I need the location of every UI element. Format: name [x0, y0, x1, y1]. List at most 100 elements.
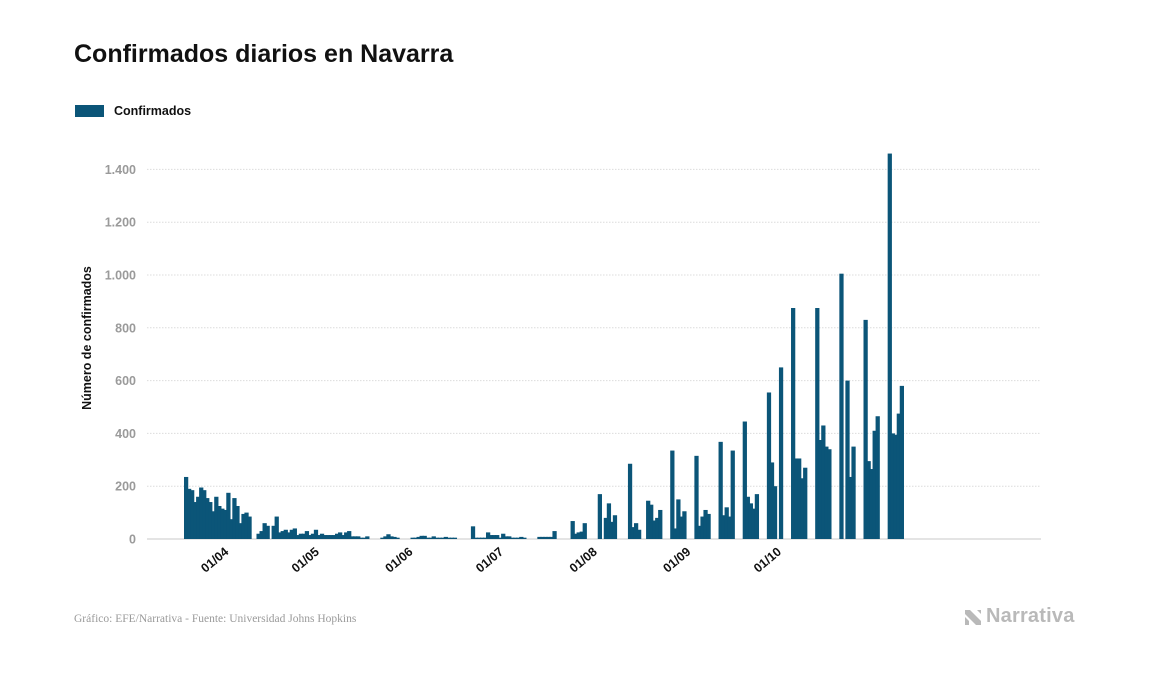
bar [316, 535, 322, 539]
bar [383, 536, 388, 539]
bar [609, 521, 615, 539]
y-tick-label: 1.400 [105, 163, 136, 177]
grid-lines [147, 168, 1041, 540]
bar [606, 503, 612, 539]
bar [543, 536, 548, 539]
bar [301, 533, 307, 539]
bar [229, 519, 234, 539]
bar [821, 425, 826, 539]
bar [380, 537, 385, 539]
legend-swatch [75, 105, 104, 117]
bar [649, 504, 654, 539]
bar [670, 450, 675, 539]
bar [679, 516, 684, 539]
bar [576, 532, 581, 539]
bar [797, 458, 802, 539]
bar [322, 535, 328, 539]
bar [682, 511, 687, 539]
bar [389, 536, 394, 539]
bar [214, 496, 219, 539]
y-axis-label: Número de confirmados [80, 266, 94, 410]
bar [791, 308, 796, 539]
brand-logo: Narrativa [963, 605, 1075, 628]
bar [416, 536, 421, 539]
bar [519, 536, 524, 539]
bar [827, 449, 832, 539]
bar [769, 462, 775, 539]
bar [546, 536, 551, 539]
bar [486, 532, 491, 539]
bar [706, 513, 711, 539]
y-tick-label: 0 [129, 533, 136, 547]
bar [220, 508, 225, 539]
bar [313, 529, 319, 539]
bar [437, 537, 442, 539]
bar [292, 528, 297, 539]
bar [540, 536, 545, 539]
bar [425, 537, 430, 539]
bar [851, 446, 856, 539]
bar [187, 488, 192, 539]
bar [419, 535, 424, 539]
bar [356, 536, 361, 539]
bar [730, 450, 735, 539]
x-tick-label: 01/07 [473, 545, 506, 576]
bar [247, 516, 252, 539]
bar [513, 537, 518, 539]
bar [232, 498, 237, 539]
bar [413, 537, 418, 539]
source-note: Gráfico: EFE/Narrativa - Fuente: Univers… [74, 613, 357, 625]
bar [633, 523, 639, 539]
bar [721, 515, 726, 539]
bar [510, 537, 515, 539]
bar [896, 413, 901, 539]
bar [766, 392, 772, 539]
x-tick-label: 01/09 [660, 545, 693, 576]
bar [866, 461, 871, 539]
bar [703, 509, 708, 539]
y-tick-label: 600 [115, 374, 136, 388]
bar [479, 537, 485, 539]
bar [818, 440, 823, 539]
bar [899, 385, 904, 539]
bar [274, 516, 279, 539]
bar [489, 535, 494, 539]
narrativa-logo-icon [965, 609, 981, 625]
bar [211, 511, 216, 539]
bar [319, 533, 325, 539]
chart-title: Confirmados diarios en Navarra [74, 40, 454, 68]
bar [794, 458, 799, 539]
bar [549, 536, 554, 539]
bar [473, 537, 479, 539]
bar [271, 525, 276, 539]
bar [325, 535, 331, 539]
bar [395, 537, 400, 539]
x-tick-label: 01/10 [751, 545, 784, 576]
bar [848, 476, 853, 539]
bar [745, 496, 750, 539]
bar [815, 308, 820, 539]
bar [694, 455, 699, 539]
legend-label: Confirmados [114, 104, 192, 118]
bar [893, 434, 898, 539]
bar [724, 507, 729, 539]
bar [537, 536, 542, 539]
bar [350, 536, 355, 539]
y-tick-label: 1.200 [105, 216, 136, 230]
bar [869, 469, 874, 539]
bar [259, 531, 264, 539]
bar [422, 535, 427, 539]
bar [630, 527, 636, 539]
bar [359, 537, 364, 539]
brand-name: Narrativa [986, 605, 1075, 627]
bar [307, 535, 313, 539]
bar [277, 532, 282, 539]
bar [244, 512, 249, 539]
bar [727, 516, 732, 539]
bar [286, 532, 291, 539]
bar [449, 537, 455, 539]
bar [265, 525, 270, 539]
bar [627, 463, 633, 539]
bar [646, 500, 651, 539]
bar [800, 478, 805, 539]
